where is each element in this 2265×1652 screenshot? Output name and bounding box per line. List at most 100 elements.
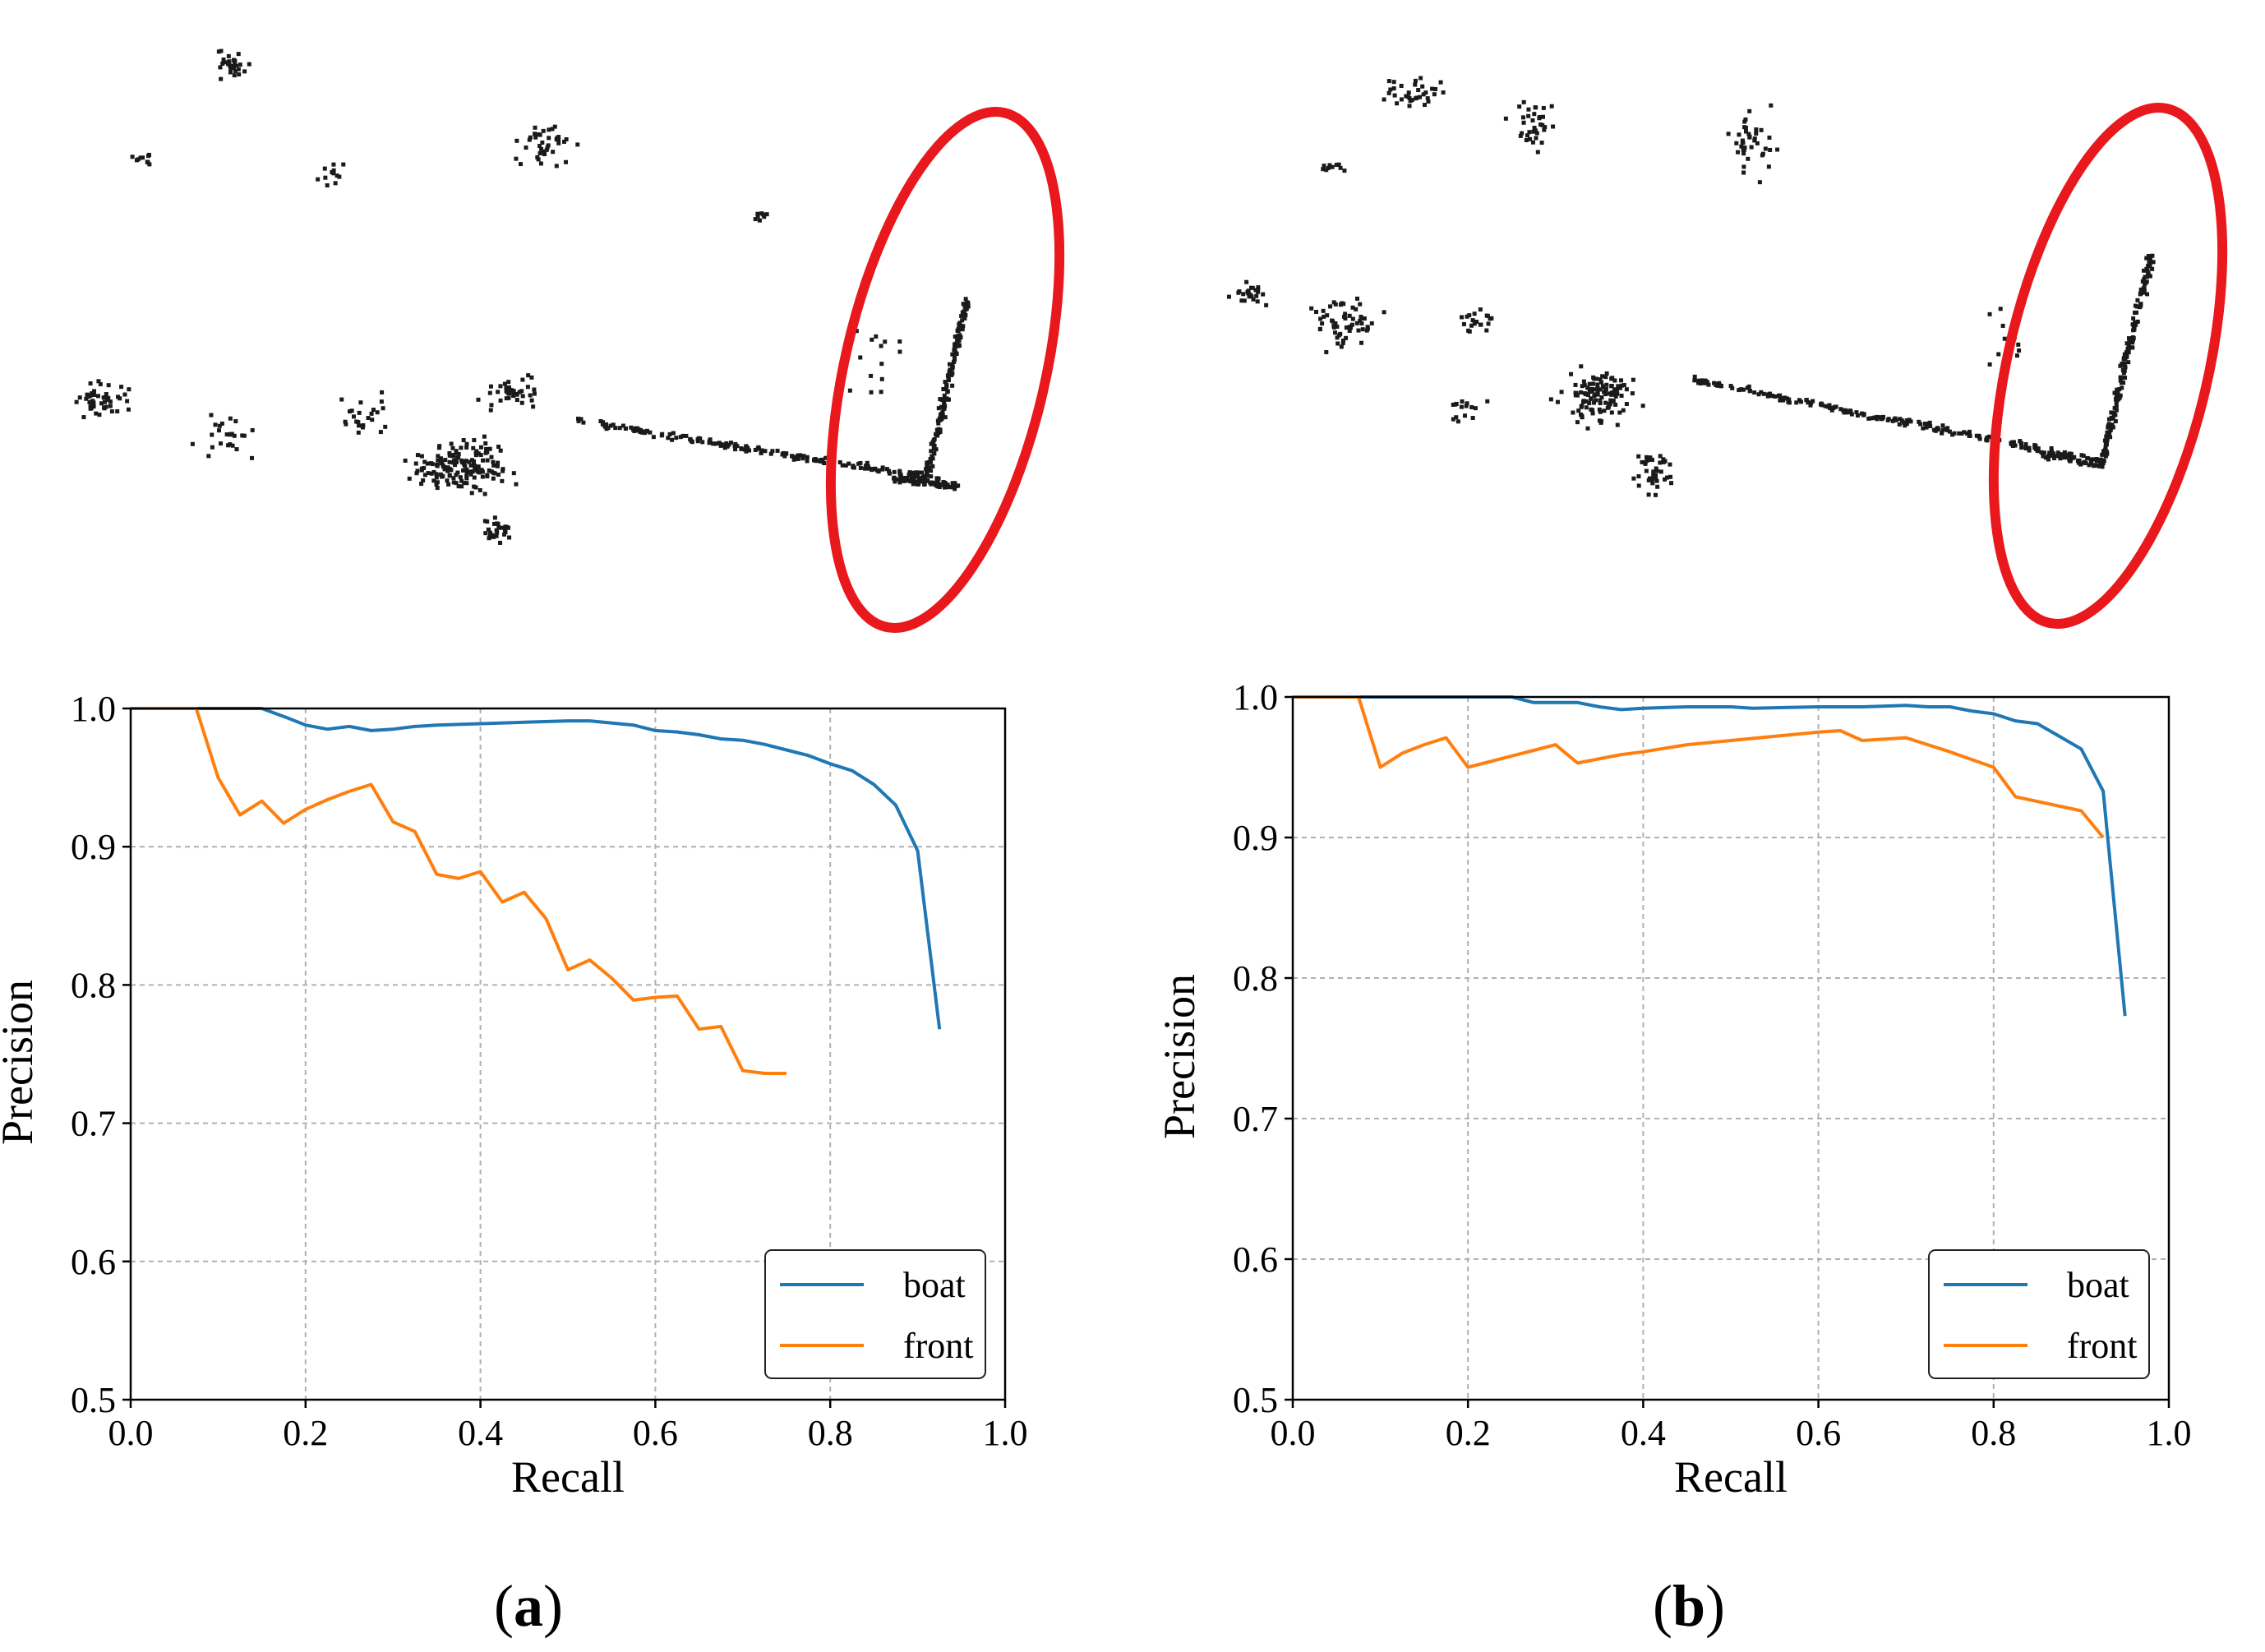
- cloud-point: [1603, 386, 1608, 391]
- y-tick-label: 0.6: [71, 1242, 116, 1282]
- cloud-point: [1917, 419, 1921, 424]
- cloud-point: [930, 464, 935, 468]
- cloud-point: [1587, 381, 1592, 386]
- cloud-point: [1768, 147, 1773, 152]
- cloud-point: [1646, 492, 1651, 497]
- cloud-point: [680, 433, 685, 438]
- cloud-point: [1699, 378, 1704, 383]
- cloud-point: [1640, 459, 1645, 464]
- cloud-point: [1597, 418, 1602, 423]
- cloud-point: [428, 461, 433, 466]
- cloud-point: [371, 408, 376, 413]
- cloud-point: [447, 459, 452, 464]
- cloud-point: [1416, 88, 1421, 93]
- cloud-point: [930, 456, 935, 461]
- cloud-point: [504, 396, 509, 401]
- cloud-point: [1663, 477, 1668, 482]
- cloud-point: [1755, 141, 1760, 145]
- cloud-point: [546, 143, 551, 148]
- cloud-point: [1451, 417, 1455, 422]
- cloud-point: [963, 297, 968, 302]
- cloud-point: [2041, 450, 2046, 455]
- cloud-point: [1775, 147, 1780, 152]
- cloud-point: [337, 174, 342, 179]
- cloud-point: [936, 476, 941, 481]
- cloud-point: [1598, 420, 1603, 425]
- cloud-point: [951, 359, 956, 364]
- cloud-point: [2132, 325, 2137, 330]
- cloud-point: [1613, 402, 1618, 407]
- cloud-point: [929, 449, 934, 454]
- cloud-point: [962, 309, 966, 314]
- cloud-point: [2043, 455, 2048, 460]
- cloud-point: [887, 468, 892, 473]
- cloud-point: [232, 62, 237, 67]
- cloud-point: [1757, 180, 1762, 185]
- cloud-point: [2010, 444, 2015, 449]
- cloud-point: [854, 329, 859, 334]
- cloud-point: [2076, 460, 2081, 465]
- cloud-point: [2121, 356, 2126, 361]
- cloud-point: [330, 170, 334, 175]
- cloud-point: [1541, 105, 1546, 110]
- cloud-point: [562, 139, 567, 144]
- cloud-point: [900, 477, 905, 482]
- cloud-point: [1413, 82, 1418, 87]
- cloud-point: [907, 470, 912, 475]
- cloud-point: [733, 441, 738, 446]
- cloud-point: [1594, 376, 1598, 381]
- cloud-point: [1592, 394, 1597, 399]
- cloud-point: [1924, 425, 1929, 430]
- cloud-point: [858, 355, 863, 360]
- cloud-point: [1603, 400, 1608, 405]
- cloud-point: [1585, 393, 1590, 398]
- cloud-point: [2147, 260, 2152, 265]
- cloud-point: [1737, 388, 1741, 393]
- cloud-point: [528, 393, 533, 398]
- cloud-point: [1321, 167, 1326, 172]
- cloud-point: [846, 461, 851, 466]
- cloud-point: [1517, 104, 1522, 109]
- cloud-point: [494, 528, 499, 533]
- cloud-point: [482, 491, 487, 496]
- cloud-point: [2070, 455, 2075, 460]
- cloud-point: [1425, 96, 1430, 101]
- cloud-point: [343, 419, 348, 424]
- cloud-point: [2011, 441, 2016, 445]
- cloud-point: [956, 334, 961, 339]
- cloud-point: [905, 476, 910, 481]
- cloud-point: [454, 473, 459, 478]
- cloud-point: [1747, 108, 1752, 113]
- cloud-point: [138, 155, 143, 160]
- cloud-point: [1654, 468, 1659, 473]
- cloud-point: [724, 441, 729, 445]
- cloud-point: [2131, 316, 2136, 321]
- cloud-point: [851, 464, 856, 469]
- cloud-point: [1590, 408, 1595, 413]
- cloud-point: [634, 427, 639, 431]
- cloud-point: [2112, 405, 2117, 410]
- cloud-point: [1584, 392, 1589, 397]
- cloud-point: [445, 465, 450, 470]
- cloud-point: [2120, 367, 2125, 372]
- cloud-point: [544, 147, 549, 152]
- cloud-point: [1741, 151, 1746, 156]
- cloud-point: [1314, 310, 1319, 315]
- cloud-point: [1644, 455, 1649, 459]
- cloud-point: [1244, 279, 1249, 284]
- cloud-point: [226, 53, 231, 58]
- cloud-point: [431, 478, 436, 483]
- cloud-point: [1540, 122, 1545, 127]
- cloud-point: [870, 468, 874, 473]
- cloud-point: [484, 446, 489, 451]
- cloud-point: [1521, 120, 1526, 125]
- cloud-point: [541, 149, 546, 154]
- cloud-point: [1531, 129, 1536, 134]
- cloud-point: [533, 132, 537, 136]
- cloud-point: [461, 468, 466, 473]
- cloud-point: [1645, 458, 1649, 463]
- cloud-point: [1855, 413, 1860, 418]
- cloud-point: [1414, 96, 1419, 101]
- cloud-point: [520, 377, 525, 382]
- cloud-point: [242, 69, 247, 74]
